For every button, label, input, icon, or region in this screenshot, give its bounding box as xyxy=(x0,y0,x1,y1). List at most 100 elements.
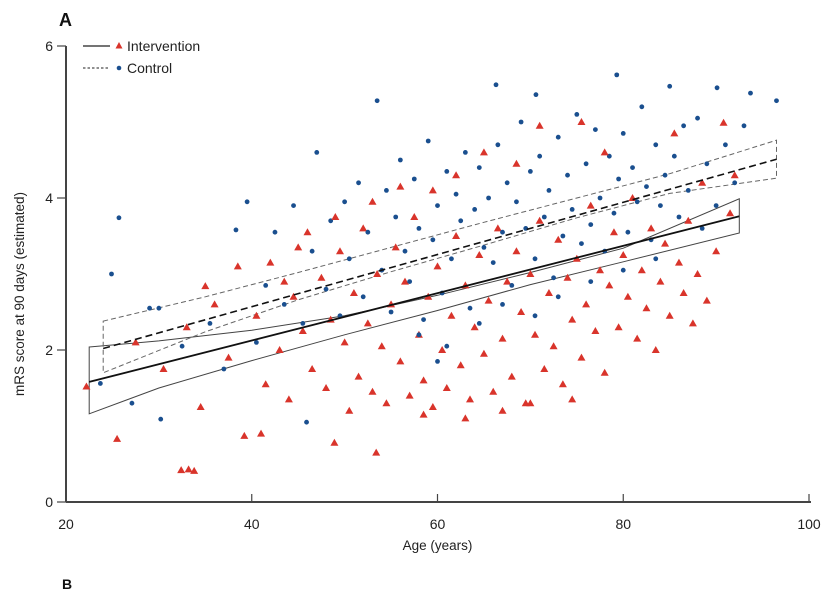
control-point xyxy=(116,215,122,221)
control-point xyxy=(300,321,306,326)
intervention-point xyxy=(382,399,391,407)
control-point xyxy=(527,169,533,174)
control-point xyxy=(583,161,589,167)
intervention-point xyxy=(698,178,707,186)
fit-line-control xyxy=(102,158,777,350)
control-point xyxy=(653,256,659,262)
control-point xyxy=(555,134,561,140)
intervention-point xyxy=(335,247,344,255)
intervention-point xyxy=(224,353,233,361)
y-tick-label: 2 xyxy=(45,342,53,358)
intervention-point xyxy=(280,277,289,285)
intervention-point xyxy=(354,372,363,380)
intervention-point xyxy=(531,330,540,338)
intervention-point xyxy=(517,308,526,315)
control-point xyxy=(444,343,450,349)
intervention-point xyxy=(535,121,544,129)
intervention-point xyxy=(526,270,535,277)
x-tick-label: 80 xyxy=(615,516,631,532)
intervention-point xyxy=(679,289,688,296)
control-point xyxy=(397,157,403,163)
intervention-point xyxy=(322,384,331,391)
control-point xyxy=(388,309,394,315)
intervention-point xyxy=(372,448,381,456)
control-point xyxy=(500,229,505,235)
intervention-point xyxy=(623,292,632,300)
x-tick-label: 60 xyxy=(430,516,446,532)
intervention-point xyxy=(240,431,249,439)
x-tick-label: 40 xyxy=(244,516,260,532)
control-point xyxy=(509,283,515,288)
intervention-point xyxy=(512,247,521,255)
intervention-point xyxy=(614,323,623,331)
control-point xyxy=(644,184,649,190)
intervention-point xyxy=(568,395,577,403)
control-point xyxy=(555,294,561,300)
x-tick-label: 100 xyxy=(797,516,821,532)
intervention-point xyxy=(493,224,502,232)
control-point xyxy=(541,214,547,220)
intervention-point xyxy=(396,357,405,365)
control-point xyxy=(630,165,635,171)
intervention-point xyxy=(596,266,605,274)
intervention-point xyxy=(535,216,544,224)
intervention-point xyxy=(470,323,479,331)
control-point xyxy=(714,85,720,91)
control-point xyxy=(435,203,440,209)
control-point xyxy=(713,203,719,209)
intervention-point xyxy=(719,118,728,126)
intervention-point xyxy=(661,239,670,247)
intervention-point xyxy=(461,414,470,422)
intervention-point xyxy=(568,315,577,323)
intervention-point xyxy=(563,273,572,281)
control-point xyxy=(416,332,422,338)
control-point xyxy=(365,229,371,235)
intervention-point xyxy=(196,403,205,410)
intervention-point xyxy=(184,465,193,473)
control-point xyxy=(667,83,673,89)
intervention-point xyxy=(363,319,372,327)
legend-control-label: Control xyxy=(127,60,172,76)
intervention-point xyxy=(507,372,516,380)
control-point xyxy=(523,226,529,231)
control-point xyxy=(233,227,239,233)
intervention-point xyxy=(526,399,535,407)
intervention-point xyxy=(600,148,609,156)
control-point xyxy=(472,207,478,212)
intervention-point xyxy=(159,365,168,372)
intervention-point xyxy=(730,171,739,179)
intervention-point xyxy=(484,296,493,304)
control-point xyxy=(551,275,556,281)
control-point xyxy=(207,321,213,326)
control-point xyxy=(597,195,603,201)
intervention-point xyxy=(647,224,656,232)
control-point xyxy=(676,214,682,220)
control-point xyxy=(532,313,538,319)
control-point xyxy=(158,416,164,422)
intervention-point xyxy=(554,235,563,243)
intervention-point xyxy=(712,247,721,255)
intervention-point xyxy=(702,296,711,304)
intervention-point xyxy=(330,438,339,446)
panel-label: A xyxy=(59,10,72,30)
control-point xyxy=(374,98,380,104)
intervention-point xyxy=(591,327,600,334)
intervention-point xyxy=(442,384,451,391)
intervention-point xyxy=(182,323,191,331)
control-point xyxy=(537,153,543,159)
control-point xyxy=(565,172,570,178)
control-point xyxy=(356,180,361,186)
control-point xyxy=(495,142,501,148)
control-point xyxy=(402,248,408,254)
x-tick-label: 20 xyxy=(58,516,74,532)
intervention-point xyxy=(456,361,465,369)
intervention-point xyxy=(498,406,507,414)
control-point xyxy=(620,267,626,273)
control-point xyxy=(476,165,482,171)
intervention-point xyxy=(340,338,349,346)
control-point xyxy=(588,222,594,228)
intervention-point xyxy=(359,224,368,232)
control-point xyxy=(393,214,399,220)
control-point xyxy=(681,123,687,129)
intervention-point xyxy=(368,387,377,395)
